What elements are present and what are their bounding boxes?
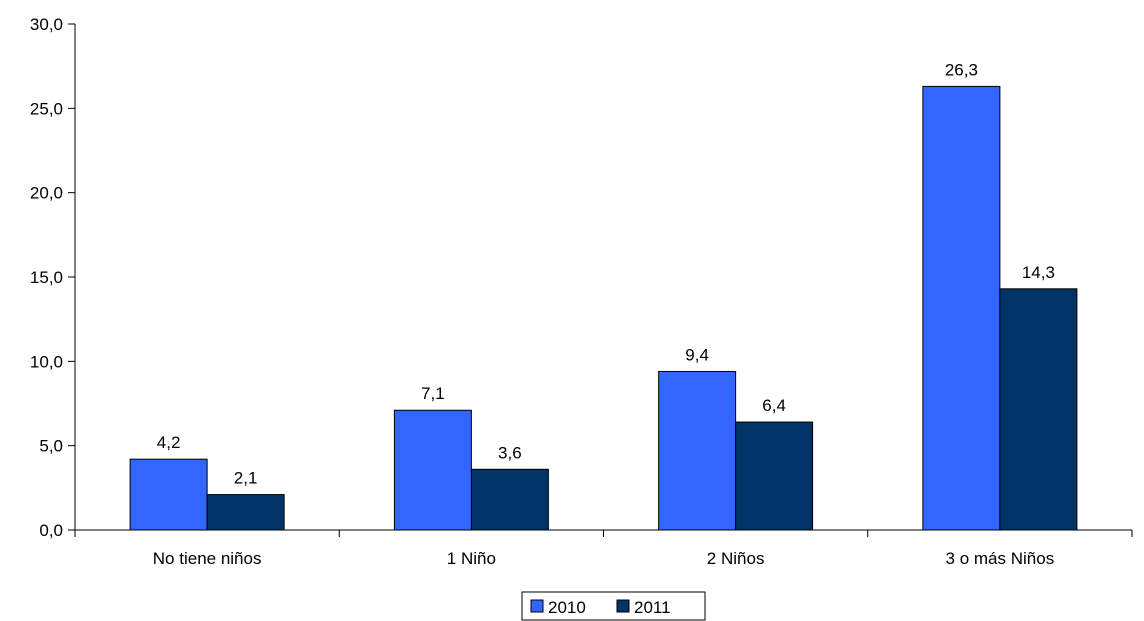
data-label: 2,1 (234, 469, 258, 488)
category-label: 1 Niño (447, 549, 496, 568)
bar-2011-1 (470, 468, 549, 531)
legend: 2010 2011 (521, 591, 706, 621)
bar-2010-1 (393, 409, 472, 531)
y-tick-label: 5,0 (39, 437, 63, 456)
legend-label: 2011 (634, 598, 671, 617)
bar-2010-0 (129, 458, 208, 531)
y-tick-label: 20,0 (30, 184, 63, 203)
bar-2011-0 (206, 494, 285, 531)
bar-2011-2 (735, 421, 814, 531)
x-axis: No tiene niños 1 Niño 2 Niños 3 o más Niños (74, 529, 1133, 568)
y-tick-label: 10,0 (30, 352, 63, 371)
y-tick-label: 25,0 (30, 99, 63, 118)
category-label: 3 o más Niños (946, 549, 1055, 568)
data-label: 7,1 (421, 384, 445, 403)
y-axis: 0,0 5,0 10,0 15,0 20,0 25,0 30,0 (30, 15, 76, 540)
y-tick-label: 0,0 (39, 521, 63, 540)
legend-swatch (530, 599, 544, 613)
bars (129, 85, 1078, 531)
y-tick-label: 30,0 (30, 15, 63, 34)
data-label: 9,4 (685, 345, 709, 364)
legend-box (521, 591, 706, 621)
bar-2010-3 (922, 85, 1001, 531)
category-label: No tiene niños (153, 549, 262, 568)
bar-2011-3 (999, 288, 1078, 531)
data-label: 3,6 (498, 443, 522, 462)
legend-swatch (616, 599, 630, 613)
data-label: 6,4 (762, 396, 786, 415)
data-labels: 4,2 2,1 7,1 3,6 9,4 6,4 26,3 14,3 (157, 60, 1055, 487)
bar-2010-2 (658, 370, 737, 531)
data-label: 14,3 (1022, 263, 1055, 282)
y-tick-label: 15,0 (30, 268, 63, 287)
category-label: 2 Niños (707, 549, 765, 568)
legend-label: 2010 (548, 598, 586, 617)
data-label: 4,2 (157, 433, 181, 452)
data-label: 26,3 (945, 60, 978, 79)
